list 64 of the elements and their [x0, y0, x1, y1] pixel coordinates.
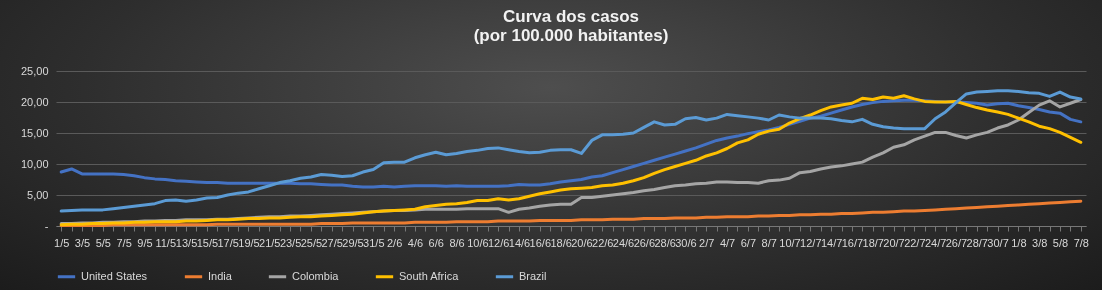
x-tick-label: 26/7: [945, 236, 968, 249]
legend-label: Brazil: [519, 269, 547, 282]
legend-label: Colombia: [292, 269, 340, 282]
x-tick-label: 2/6: [386, 236, 403, 249]
x-tick-label: 27/5: [321, 236, 343, 249]
x-tick-label: 25/5: [300, 236, 323, 249]
x-tick-label: 13/5: [175, 236, 198, 249]
x-tick-label: 29/5: [342, 236, 364, 249]
y-tick-label: 15,00: [20, 126, 49, 139]
x-tick-label: 15/5: [196, 236, 219, 249]
x-tick-label: 24/6: [612, 236, 635, 249]
x-tick-label: 6/6: [428, 236, 444, 249]
x-tick-label: 30/6: [675, 236, 697, 249]
y-tick-label: -: [44, 219, 49, 232]
x-tick-label: 26/6: [633, 236, 656, 249]
x-tick-label: 22/6: [592, 236, 614, 249]
legend-label: India: [208, 269, 233, 282]
legend-label: South Africa: [399, 269, 460, 282]
x-tick-label: 22/7: [904, 236, 926, 249]
x-tick-label: 7/5: [116, 236, 132, 249]
x-tick-label: 31/5: [363, 236, 385, 249]
x-tick-label: 20/7: [883, 236, 905, 249]
y-tick-label: 20,00: [20, 95, 49, 108]
x-tick-label: 7/8: [1073, 236, 1089, 249]
x-tick-label: 18/6: [550, 236, 572, 249]
chart-title: Curva dos casos (por 100.000 habitantes): [473, 7, 669, 45]
x-tick-label: 10/7: [779, 236, 801, 249]
x-tick-label: 17/5: [217, 236, 239, 249]
x-tick-label: 28/6: [654, 236, 676, 249]
y-tick-label: 5,00: [27, 188, 49, 201]
x-tick-label: 4/6: [407, 236, 424, 249]
line-series: [59, 199, 1083, 227]
x-tick-label: 18/7: [862, 236, 884, 249]
x-tick-label: 8/7: [761, 236, 777, 249]
x-tick-label: 14/7: [820, 236, 843, 249]
x-tick-label: 16/7: [841, 236, 864, 249]
x-tick-label: 20/6: [571, 236, 593, 249]
x-tick-label: 11/5: [155, 236, 177, 249]
x-tick-label: 3/5: [74, 236, 91, 249]
x-tick-label: 2/7: [699, 236, 715, 249]
x-tick-label: 12/6: [487, 236, 510, 249]
x-tick-label: 24/7: [924, 236, 947, 249]
x-tick-label: 5/8: [1052, 236, 1069, 249]
x-tick-label: 1/5: [54, 236, 70, 249]
x-tick-label: 16/6: [529, 236, 551, 249]
x-tick-label: 8/6: [449, 236, 465, 249]
legend-label: United States: [81, 269, 148, 282]
line-series: [59, 98, 1083, 189]
x-tick-label: 23/5: [279, 236, 302, 249]
x-tick-label: 19/5: [238, 236, 260, 249]
x-tick-label: 12/7: [800, 236, 822, 249]
x-tick-label: 1/8: [1011, 236, 1027, 249]
x-tick-label: 9/5: [137, 236, 153, 249]
x-tick-label: 21/5: [259, 236, 281, 249]
x-tick-label: 10/6: [467, 236, 489, 249]
x-tick-label: 5/5: [95, 236, 111, 249]
y-tick-label: 10,00: [20, 157, 49, 170]
x-tick-label: 4/7: [719, 236, 736, 249]
x-tick-label: 28/7: [966, 236, 988, 249]
x-tick-label: 14/6: [508, 236, 531, 249]
x-tick-label: 3/8: [1032, 236, 1048, 249]
x-tick-label: 6/7: [740, 236, 757, 249]
y-tick-label: 25,00: [20, 64, 49, 77]
x-tick-label: 30/7: [987, 236, 1009, 249]
